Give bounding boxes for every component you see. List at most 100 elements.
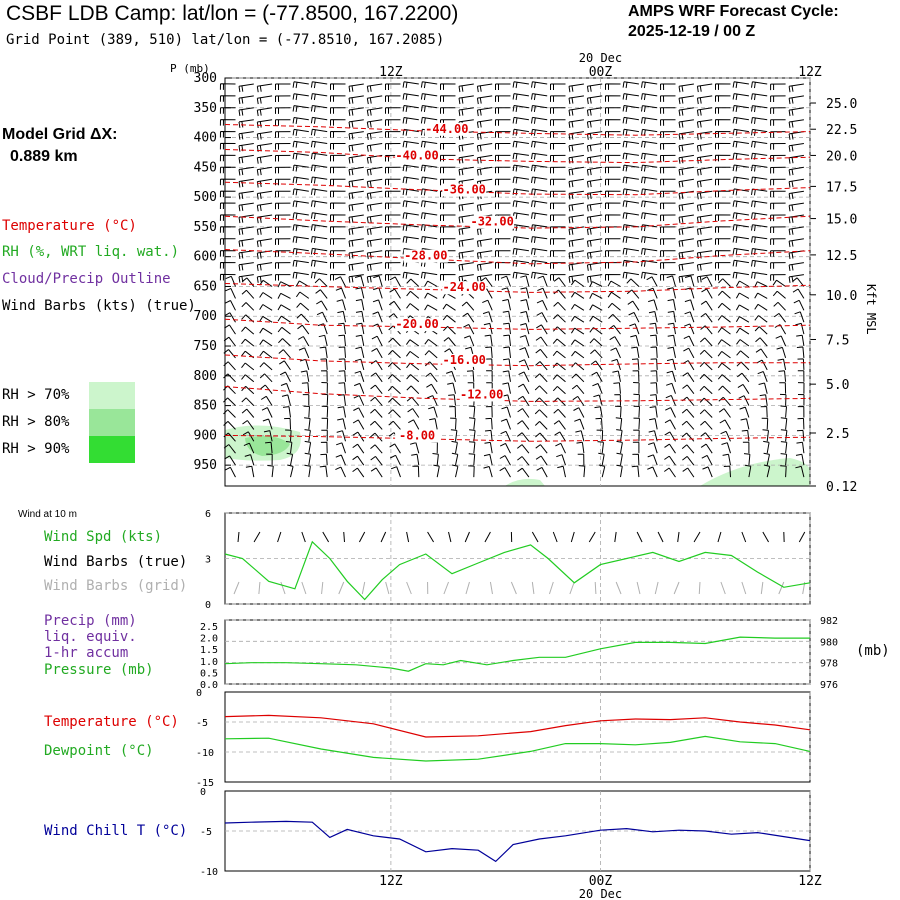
wind-barb xyxy=(681,432,695,442)
wind-barb xyxy=(605,119,621,126)
wind-barb xyxy=(461,301,475,311)
wind-barb xyxy=(282,406,291,418)
wind-barb xyxy=(646,276,658,287)
wind-barb xyxy=(284,417,291,430)
wind-barb xyxy=(751,176,768,184)
wind-barb xyxy=(238,214,254,224)
wind-barb xyxy=(310,200,328,208)
wind-barb xyxy=(316,311,328,323)
wind-barb xyxy=(476,250,493,259)
pressure-tick-label: 700 xyxy=(194,309,217,324)
wind-barb xyxy=(431,441,438,454)
wind-barb xyxy=(292,212,309,220)
wind-barb xyxy=(259,362,273,371)
wind-barb xyxy=(788,250,804,260)
wind-barb xyxy=(788,131,804,140)
wind-barb xyxy=(495,178,511,186)
wind-barb xyxy=(732,200,749,208)
wind-barb xyxy=(304,429,311,442)
wind-barb xyxy=(263,430,273,442)
wind-barb xyxy=(743,453,751,466)
wind-barb xyxy=(641,236,658,244)
wind-barb xyxy=(517,467,530,478)
wind-barb xyxy=(664,419,676,430)
wind-barb xyxy=(402,105,419,112)
wind10m-barb-true xyxy=(741,531,747,543)
wind10m-barb-true xyxy=(798,531,806,543)
wind-barb xyxy=(503,358,511,370)
wind-barb xyxy=(366,119,383,128)
wind-barb xyxy=(622,93,639,101)
wind-barb xyxy=(589,281,603,288)
precip-pressure-frame xyxy=(224,619,811,685)
wind-barb xyxy=(450,429,458,442)
wind-barb xyxy=(531,176,548,184)
wind-barb xyxy=(568,95,584,105)
wind-barb xyxy=(388,409,401,418)
wind-barb xyxy=(732,116,749,124)
wind-barb xyxy=(696,238,713,248)
wind-barb xyxy=(780,429,788,442)
wind-barb xyxy=(586,250,603,259)
wind-barb xyxy=(553,301,566,311)
wind-barb xyxy=(763,440,770,454)
wind-barb xyxy=(678,250,694,260)
wind-barb xyxy=(641,105,658,112)
wind-barb xyxy=(366,190,383,200)
wind-barb xyxy=(536,312,548,323)
wind-barb xyxy=(751,259,768,267)
wind-barb xyxy=(500,418,511,430)
wind-barb xyxy=(775,335,787,347)
wind-barb xyxy=(770,178,786,186)
wind-barb xyxy=(736,339,750,347)
wind-barb xyxy=(480,277,493,287)
precip-tick-label: 0.5 xyxy=(200,668,218,679)
wind10m-barb-true xyxy=(322,531,330,543)
wind-barb xyxy=(568,83,584,93)
wind-barb xyxy=(385,250,401,257)
wind-barb xyxy=(476,95,493,105)
wind-barb xyxy=(458,166,474,176)
wind-barb xyxy=(458,202,474,212)
wind-barb xyxy=(420,200,438,208)
pressure-label: Pressure (mb) xyxy=(44,662,154,678)
wind-barb xyxy=(678,143,694,152)
wind-barb xyxy=(406,278,420,287)
wind-barb xyxy=(649,406,658,418)
isotherm-label-bg xyxy=(395,149,440,163)
wind-barb xyxy=(770,83,786,91)
isotherm-line xyxy=(224,124,811,136)
wind-barb xyxy=(302,394,310,406)
wind-barb xyxy=(366,250,383,259)
wind-barb xyxy=(301,382,310,394)
wind-barb xyxy=(503,346,511,358)
wind10m-barb-true xyxy=(570,531,575,543)
wind-barb xyxy=(586,95,603,105)
pressure-tick-label: 600 xyxy=(194,250,217,265)
wind-barb xyxy=(751,236,768,244)
wind-barb xyxy=(390,466,401,478)
wind-barb xyxy=(608,314,621,323)
wind-barb xyxy=(321,382,328,394)
wind10m-barb-true xyxy=(552,531,558,543)
wind-barb xyxy=(298,347,310,359)
wind-barb xyxy=(292,93,309,101)
wind-barb xyxy=(757,371,768,382)
wind10m-tick-label: 0 xyxy=(205,600,211,611)
wind-barb xyxy=(476,202,493,212)
wind-barb xyxy=(795,453,805,466)
wind-barb xyxy=(304,452,312,466)
wind-barb xyxy=(732,212,749,220)
wind-barb xyxy=(537,275,548,287)
wind-barb xyxy=(304,417,311,430)
wind-barb xyxy=(615,405,622,418)
wind-barb xyxy=(531,164,548,172)
wind-barb xyxy=(512,188,529,196)
wind-barb xyxy=(732,152,749,160)
wind-barb xyxy=(568,178,584,188)
wind-barb xyxy=(792,288,805,299)
wind-barb xyxy=(649,322,658,335)
wind-barb xyxy=(275,226,291,233)
pressure-tick-label-lower: 980 xyxy=(820,637,838,648)
wind-speed-line xyxy=(224,540,811,601)
